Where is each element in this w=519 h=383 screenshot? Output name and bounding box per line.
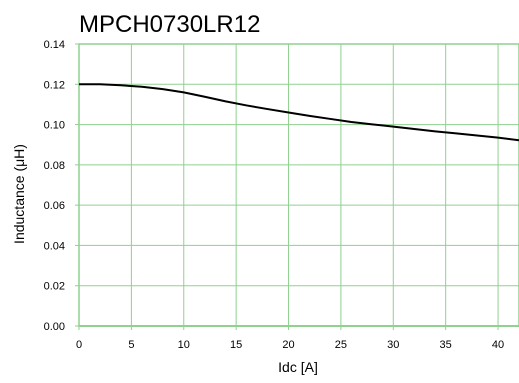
x-axis-label: Idc [A]	[278, 359, 318, 375]
x-tick-label: 25	[335, 339, 347, 351]
x-tick-label: 15	[230, 339, 242, 351]
y-tick-label: 0.00	[44, 321, 65, 333]
y-tick-label: 0.06	[44, 200, 65, 212]
x-tick-label: 10	[178, 339, 190, 351]
y-tick-label: 0.02	[44, 281, 65, 293]
y-axis-label: Inductance (μH)	[11, 144, 27, 244]
x-tick-label: 5	[128, 339, 134, 351]
x-tick-label: 40	[492, 339, 504, 351]
inductance-curve	[79, 83, 519, 142]
y-tick-label: 0.10	[44, 120, 65, 132]
y-tick-label: 0.14	[44, 39, 65, 51]
x-tick-label: 20	[282, 339, 294, 351]
x-tick-label: 35	[440, 339, 452, 351]
y-tick-label: 0.12	[44, 79, 65, 91]
plot-area	[79, 83, 519, 142]
y-tick-label: 0.04	[44, 240, 65, 252]
axis-ticks: 0 5 10 15 20 25 30 35 40 0.00 0.02 0.04 0.06 0.08 0.10…	[44, 39, 505, 351]
chart-grid	[75, 43, 519, 330]
y-tick-label: 0.08	[44, 160, 65, 172]
x-tick-label: 30	[387, 339, 399, 351]
chart-title: MPCH0730LR12	[79, 11, 260, 38]
x-tick-label: 0	[76, 339, 82, 351]
